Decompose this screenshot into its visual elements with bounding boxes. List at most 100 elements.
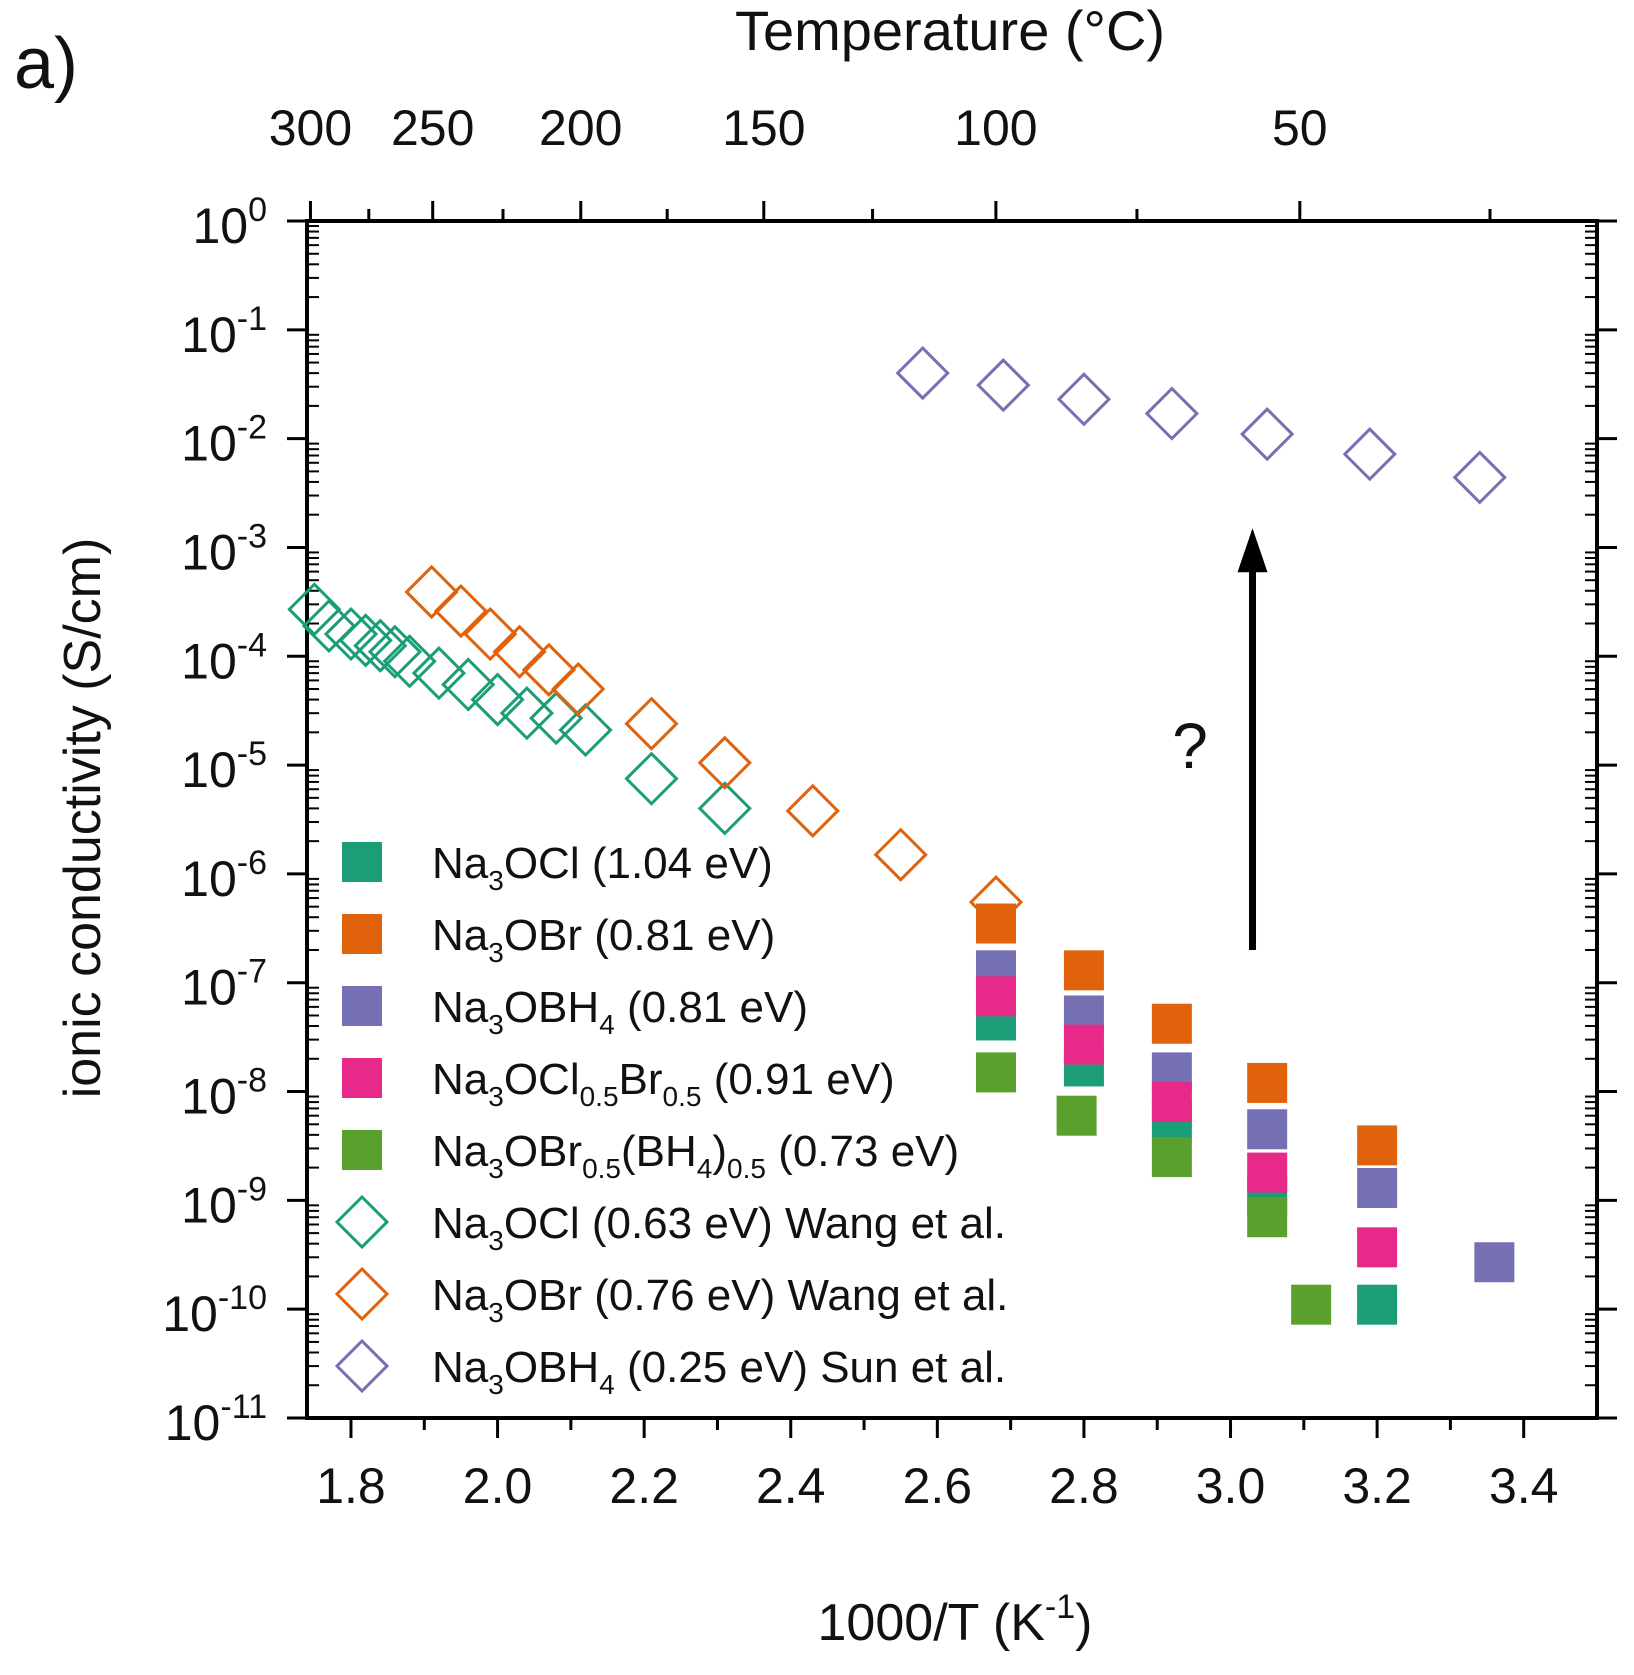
data-point (1247, 1197, 1288, 1238)
x-axis-title-sup: -1 (1045, 1588, 1075, 1626)
data-point (551, 661, 606, 717)
series-group (404, 564, 1024, 930)
y-tick-label: 10-10 (162, 1279, 267, 1342)
question-annotation: ? (1172, 710, 1208, 782)
data-point (1342, 427, 1397, 482)
series-group (287, 582, 752, 836)
legend-label: Na3OCl (0.63 eV) Wang et al. (432, 1199, 1006, 1256)
data-point (1357, 1284, 1398, 1325)
legend-label: Na3OBr (0.76 eV) Wang et al. (432, 1271, 1008, 1328)
data-point (1474, 1242, 1515, 1283)
data-point (1247, 1109, 1288, 1150)
data-point (492, 624, 547, 679)
data-point (1151, 1003, 1192, 1044)
data-point (975, 1052, 1016, 1093)
x-tick-label: 1.8 (316, 1458, 386, 1514)
legend-label: Na3OCl (1.04 eV) (432, 839, 773, 896)
legend-marker (342, 842, 382, 882)
data-point (1291, 1284, 1332, 1325)
y-axis-title: ionic conductivity (S/cm) (54, 538, 112, 1099)
legend-marker (342, 986, 382, 1026)
data-point (1151, 1137, 1192, 1178)
y-tick-label: 10-9 (181, 1170, 267, 1233)
data-point (1357, 1167, 1398, 1208)
data-point (785, 783, 840, 838)
data-point (558, 702, 613, 758)
data-point (873, 827, 928, 882)
top-tick-label: 300 (269, 100, 352, 156)
x-tick-label: 2.2 (609, 1458, 679, 1514)
x-tick-label: 2.8 (1049, 1458, 1119, 1514)
legend-marker (342, 1058, 382, 1098)
y-tick-label: 10-1 (181, 300, 267, 363)
x-tick-label: 3.4 (1489, 1458, 1559, 1514)
data-point (433, 583, 489, 639)
arrow-head (1237, 528, 1268, 573)
legend-marker (334, 1266, 390, 1322)
data-point (968, 875, 1024, 930)
series-group (895, 345, 1507, 505)
data-point (470, 672, 525, 727)
y-tick-label: 10-11 (165, 1388, 267, 1451)
x-tick-label: 3.2 (1342, 1458, 1412, 1514)
legend-label: Na3OBH4 (0.81 eV) (432, 983, 808, 1040)
data-point (1247, 1152, 1288, 1193)
top-tick-label: 150 (722, 100, 805, 156)
x-tick-label: 2.4 (756, 1458, 826, 1514)
data-point (1357, 1125, 1398, 1166)
x-axis-title: 1000/T (K-1) (818, 1588, 1093, 1652)
data-point (697, 781, 752, 836)
legend-label: Na3OCl0.5Br0.5 (0.91 eV) (432, 1055, 895, 1112)
y-tick-label: 10-3 (181, 517, 267, 580)
data-point (441, 657, 496, 712)
x-tick-label: 3.0 (1196, 1458, 1266, 1514)
data-point (1151, 1082, 1192, 1123)
legend: Na3OCl (1.04 eV) Na3OBr (0.81 eV) Na3OBH4 … (334, 839, 1008, 1400)
plot-area: 1.8 2.0 2.2 2.4 2.6 2.8 3.0 3.2 3.4 300 250 200 150 1… (162, 100, 1617, 1514)
y-tick-label: 10-7 (181, 953, 267, 1016)
y-tick-label: 10-6 (181, 844, 267, 907)
data-point (463, 606, 518, 662)
series-group (975, 976, 1398, 1268)
data-point (1056, 1095, 1097, 1136)
data-point (323, 606, 379, 662)
legend-marker (334, 1338, 390, 1394)
data-point (975, 903, 1016, 944)
data-point (976, 358, 1031, 413)
data-point (1240, 407, 1295, 462)
top-axis-title: Temperature (°C) (735, 0, 1165, 62)
y-tick-label: 10-5 (181, 735, 267, 798)
y-tick-label: 100 (192, 191, 267, 254)
data-point (895, 345, 950, 401)
x-tick-label: 2.6 (903, 1458, 973, 1514)
data-point (404, 564, 459, 620)
data-point (411, 646, 467, 701)
data-point (382, 634, 437, 689)
data-point (1063, 950, 1104, 991)
legend-label: Na3OBH4 (0.25 eV) Sun et al. (432, 1343, 1006, 1400)
top-tick-label: 200 (539, 100, 622, 156)
panel-label: a) (14, 24, 78, 104)
data-point (975, 976, 1016, 1017)
x-tick-label: 2.0 (463, 1458, 533, 1514)
top-tick-label: 100 (954, 100, 1037, 156)
data-point (624, 751, 679, 806)
legend-label: Na3OBr (0.81 eV) (432, 911, 775, 968)
series-group (975, 1052, 1332, 1325)
data-point (1056, 372, 1112, 427)
x-axis-title-main: 1000/T (K (818, 1594, 1046, 1652)
data-point (353, 618, 408, 673)
top-tick-label: 250 (391, 100, 474, 156)
x-axis-title-end: ) (1075, 1594, 1092, 1652)
legend-marker (342, 1130, 382, 1170)
series-group (975, 903, 1398, 1166)
data-point (1247, 1062, 1288, 1103)
top-tick-label: 50 (1272, 100, 1328, 156)
data-point (1357, 1227, 1398, 1268)
data-point (367, 624, 423, 679)
y-tick-label: 10-8 (181, 1062, 267, 1125)
data-point (624, 696, 679, 751)
data-point (301, 598, 357, 654)
data-point (1063, 1024, 1104, 1065)
